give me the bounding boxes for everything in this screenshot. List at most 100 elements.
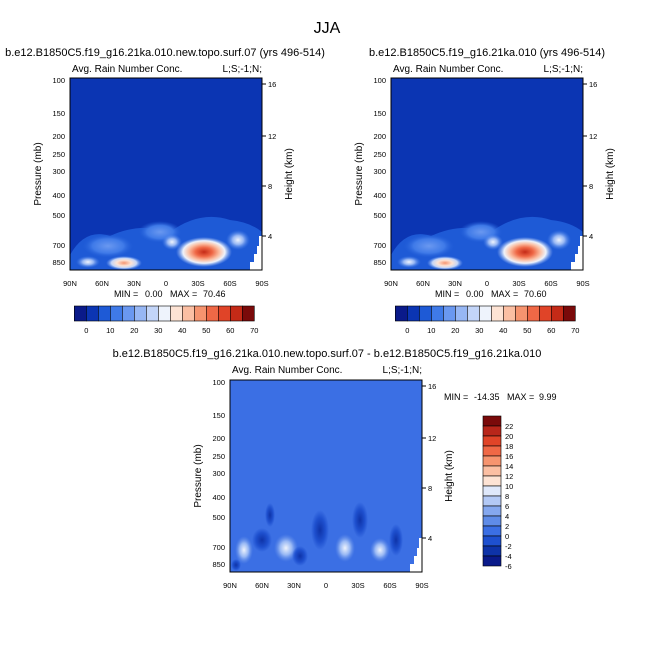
y2tick-label: 4 bbox=[428, 534, 432, 543]
y2tick-label: 16 bbox=[428, 382, 436, 391]
colorbar-tick: 22 bbox=[505, 422, 513, 431]
ytick-label: 100 bbox=[212, 378, 225, 387]
colorbar-tick: 10 bbox=[505, 482, 513, 491]
figure-title: JJA bbox=[314, 20, 341, 37]
xtick-label: 90N bbox=[63, 279, 77, 288]
colorbar-swatch bbox=[482, 535, 502, 547]
colorbar-tick: 4 bbox=[505, 512, 509, 521]
ytick-label: 400 bbox=[212, 493, 225, 502]
ytick-label: 250 bbox=[52, 150, 65, 159]
ytick-label: 850 bbox=[52, 258, 65, 267]
xtick-label: 30S bbox=[512, 279, 525, 288]
xtick-label: 30N bbox=[287, 581, 301, 590]
panel-right-blob bbox=[397, 256, 421, 268]
xtick-label: 30S bbox=[191, 279, 204, 288]
colorbar-tick: 60 bbox=[547, 326, 555, 335]
colorbar-swatch bbox=[482, 475, 502, 487]
colorbar-swatch bbox=[482, 545, 502, 557]
colorbar-tick: 0 bbox=[505, 532, 509, 541]
colorbar-tick: 50 bbox=[523, 326, 531, 335]
panel-diff-xticks: 90N 60N 30N 0 30S 60S 90S bbox=[223, 581, 429, 590]
panel-left-missing bbox=[250, 236, 262, 270]
colorbar-swatch bbox=[194, 305, 207, 322]
colorbar-swatch bbox=[482, 505, 502, 517]
panel-right-blob bbox=[497, 237, 553, 267]
colorbar-swatch bbox=[482, 485, 502, 497]
xtick-label: 30N bbox=[448, 279, 462, 288]
max-value: 9.99 bbox=[539, 392, 557, 402]
colorbar-swatch bbox=[482, 495, 502, 507]
colorbar-tick: 30 bbox=[475, 326, 483, 335]
panel-diff-yticks: 100 150 200 250 300 400 500 700 850 bbox=[212, 378, 225, 569]
colorbar-tick: 10 bbox=[106, 326, 114, 335]
ytick-label: 500 bbox=[52, 211, 65, 220]
panel-right-colorbar-ticks: 0 10 20 30 40 50 60 70 bbox=[405, 326, 579, 335]
panel-diff-blob bbox=[231, 559, 241, 571]
ytick-label: 100 bbox=[52, 76, 65, 85]
xtick-label: 90N bbox=[223, 581, 237, 590]
colorbar-swatch bbox=[170, 305, 183, 322]
panel-right-ylabel: Pressure (mb) bbox=[354, 142, 365, 205]
panel-left-blob bbox=[226, 230, 250, 250]
colorbar-tick: 10 bbox=[427, 326, 435, 335]
colorbar-tick: 16 bbox=[505, 452, 513, 461]
ytick-label: 700 bbox=[212, 543, 225, 552]
colorbar-swatch bbox=[482, 445, 502, 457]
xtick-label: 60N bbox=[416, 279, 430, 288]
colorbar-swatch bbox=[526, 305, 540, 322]
ytick-label: 500 bbox=[373, 211, 386, 220]
colorbar-swatch bbox=[406, 305, 420, 322]
min-value: 0.00 bbox=[145, 289, 163, 299]
colorbar-swatch bbox=[442, 305, 456, 322]
panel-diff-blob bbox=[335, 534, 355, 562]
panel-diff-colorbar bbox=[482, 415, 502, 567]
panel-right: b.e12.B1850C5.f19_g16.21ka.010 (yrs 496-… bbox=[354, 47, 616, 335]
ytick-label: 850 bbox=[212, 560, 225, 569]
colorbar-swatch bbox=[482, 515, 502, 527]
panel-right-blob bbox=[547, 230, 571, 250]
panel-right-minmax: MIN = 0.00 MAX = 70.60 bbox=[435, 289, 547, 299]
colorbar-swatch bbox=[482, 525, 502, 537]
colorbar-swatch bbox=[418, 305, 432, 322]
y2tick-label: 12 bbox=[589, 132, 597, 141]
panel-left-blob bbox=[82, 234, 134, 258]
xtick-label: 90N bbox=[384, 279, 398, 288]
colorbar-swatch bbox=[158, 305, 171, 322]
ytick-label: 400 bbox=[52, 191, 65, 200]
panel-diff-ylabel: Pressure (mb) bbox=[193, 444, 204, 507]
xtick-label: 0 bbox=[485, 279, 489, 288]
panel-left-colorbar bbox=[74, 305, 255, 322]
panel-left-blob bbox=[176, 237, 232, 267]
panel-left-blob bbox=[106, 256, 142, 270]
xtick-label: 60S bbox=[544, 279, 557, 288]
xtick-label: 60N bbox=[95, 279, 109, 288]
panel-diff-blob bbox=[352, 502, 368, 538]
colorbar-swatch bbox=[502, 305, 516, 322]
panel-left: b.e12.B1850C5.f19_g16.21ka.010.new.topo.… bbox=[5, 47, 325, 335]
xtick-label: 60S bbox=[383, 581, 396, 590]
panel-diff-title: b.e12.B1850C5.f19_g16.21ka.010.new.topo.… bbox=[113, 348, 542, 360]
colorbar-tick: 50 bbox=[202, 326, 210, 335]
colorbar-swatch bbox=[218, 305, 231, 322]
colorbar-swatch bbox=[482, 435, 502, 447]
ytick-label: 250 bbox=[373, 150, 386, 159]
y2tick-label: 16 bbox=[589, 80, 597, 89]
colorbar-swatch bbox=[206, 305, 219, 322]
xtick-label: 60N bbox=[255, 581, 269, 590]
xtick-label: 90S bbox=[255, 279, 268, 288]
colorbar-swatch bbox=[134, 305, 147, 322]
panel-right-contours bbox=[391, 216, 583, 270]
panel-diff-blob bbox=[389, 524, 403, 556]
max-label: MAX = bbox=[170, 289, 197, 299]
colorbar-tick: 40 bbox=[499, 326, 507, 335]
panel-left-xticks: 90N 60N 30N 0 30S 60S 90S bbox=[63, 279, 269, 288]
xtick-label: 0 bbox=[164, 279, 168, 288]
panel-diff-blob bbox=[235, 536, 253, 564]
xtick-label: 90S bbox=[576, 279, 589, 288]
ytick-label: 150 bbox=[373, 109, 386, 118]
panel-right-frame bbox=[390, 77, 584, 271]
panel-diff-y2label: Height (km) bbox=[444, 450, 455, 502]
panel-right-yticks: 100 150 200 250 300 400 500 700 850 bbox=[373, 76, 386, 267]
colorbar-tick: -2 bbox=[505, 542, 512, 551]
